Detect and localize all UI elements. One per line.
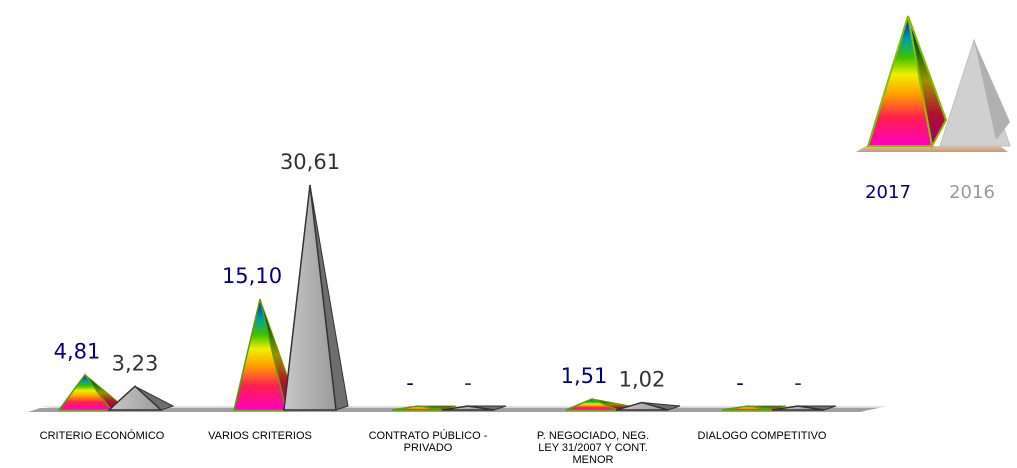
category-label-contrato-publico-privado: CONTRATO PÚBLICO -PRIVADO [369, 429, 488, 454]
value-label-2016-p-negociado-neg-ley-31-2007-y-cont-menor: 1,02 [619, 368, 666, 392]
legend: 2017 2016 [856, 15, 1011, 203]
value-label-2016-criterio-economico: 3,23 [112, 351, 159, 375]
pyramid-2016-contrato-publico-privado [441, 405, 495, 411]
value-label-2016-varios-criterios: 30,61 [280, 150, 340, 174]
value-label-2017-criterio-economico: 4,81 [54, 340, 101, 364]
pyramid-2017-criterio-economico [57, 373, 113, 411]
legend-label-2017: 2017 [865, 182, 911, 203]
pyramid-2017-varios-criterios [233, 298, 287, 411]
value-label-2017-varios-criterios: 15,10 [222, 264, 282, 288]
category-label-criterio-economico: CRITERIO ECONÓMICO [40, 429, 165, 442]
pyramid-2016-varios-criterios [283, 184, 337, 411]
value-label-2017-dialogo-competitivo: - [736, 371, 744, 395]
category-label-varios-criterios: VARIOS CRITERIOS [208, 430, 312, 442]
category-label-p-negociado-neg-ley-31-2007-y-cont-menor: P. NEGOCIADO, NEG. LEY 31/2007 Y CONT. MEN… [537, 430, 649, 466]
pyramid-2017-p-negociado-neg-ley-31-2007-y-cont-menor [565, 398, 619, 411]
legend-pyramid-2017 [866, 15, 934, 147]
value-label-2017-contrato-publico-privado: - [406, 371, 414, 395]
legend-pyramid-2016-side [974, 40, 1010, 140]
value-label-2017-p-negociado-neg-ley-31-2007-y-cont-menor: 1,51 [561, 364, 608, 388]
legend-floor [856, 146, 1008, 152]
pyramid-2017-contrato-publico-privado [391, 405, 445, 411]
category-label-dialogo-competitivo: DIALOGO COMPETITIVO [698, 430, 827, 442]
legend-label-2016: 2016 [949, 182, 995, 203]
pyramid-2016-dialogo-competitivo [771, 405, 825, 411]
pyramid-2017-dialogo-competitivo [721, 405, 775, 411]
pyramid-2016-p-negociado-neg-ley-31-2007-y-cont-menor [615, 401, 669, 411]
value-label-2016-dialogo-competitivo: - [794, 371, 802, 395]
pyramid-2016-criterio-economico [107, 385, 163, 411]
value-label-2016-contrato-publico-privado: - [464, 371, 472, 395]
